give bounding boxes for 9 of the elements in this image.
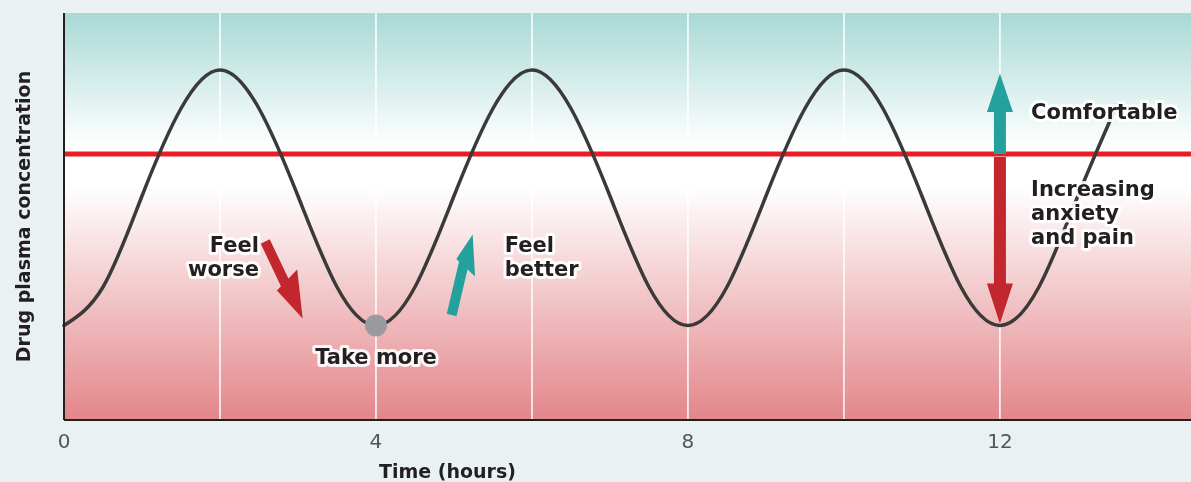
x-tick-label: 12 bbox=[987, 429, 1013, 453]
x-axis-title: Time (hours) bbox=[379, 460, 516, 482]
annotation: Take more bbox=[315, 344, 437, 369]
annotation: Feel worse bbox=[188, 233, 259, 281]
x-tick-label: 8 bbox=[681, 429, 695, 453]
annotation: Feel better bbox=[504, 233, 580, 281]
x-tick-label: 4 bbox=[369, 429, 383, 453]
x-tick-label: 0 bbox=[57, 429, 71, 453]
y-axis-title: Drug plasma concentration bbox=[12, 70, 34, 363]
